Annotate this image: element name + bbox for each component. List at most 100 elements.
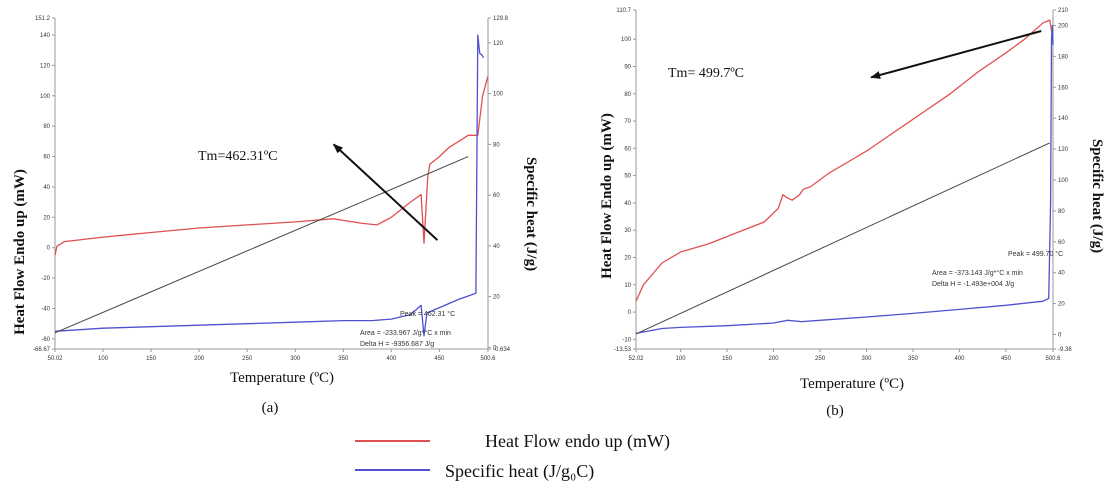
- y-tick-label-left-a: 80: [43, 124, 50, 130]
- y-tick-label-right-a: 20: [493, 295, 500, 301]
- tm-annotation-b: Tm= 499.7ºC: [668, 66, 744, 81]
- legend-label-specific-heat: Specific heat (J/g₀C): [445, 461, 594, 482]
- y-tick-label-left-a: 151.2: [35, 16, 51, 22]
- y-axis-label-right-a: Specific heat (J/g): [523, 157, 539, 271]
- y-tick-label-left-a: 140: [40, 33, 51, 39]
- y-tick-label-left-a: 20: [43, 215, 50, 221]
- y-tick-label-right-a: 129.8: [493, 16, 509, 22]
- y-tick-label-right-a: 60: [493, 193, 500, 199]
- x-axis-label-a: Temperature (ºC): [230, 370, 334, 386]
- y-tick-label-left-a: -60: [41, 337, 50, 343]
- y-tick-label-right-b: 160: [1058, 85, 1069, 91]
- y-tick-label-left-b: -13.53: [614, 347, 632, 353]
- y-tick-label-right-b: 60: [1058, 240, 1065, 246]
- y-tick-label-right-a: 80: [493, 142, 500, 148]
- x-tick-label-b: 350: [908, 356, 919, 362]
- x-tick-label-b: 300: [862, 356, 873, 362]
- y-axis-label-left-b: Heat Flow Endo up (mW): [599, 113, 615, 279]
- x-tick-label-a: 200: [194, 356, 205, 362]
- panel-label-b: (b): [826, 403, 844, 419]
- chart-panel-b: 52.02 100 150 200 250 300 350 400 450 500.6110.71…: [599, 8, 1105, 419]
- y-tick-label-left-b: 30: [624, 228, 631, 234]
- x-tick-label-a: 400: [386, 356, 397, 362]
- chart-panel-a: 50.02 100 150 200 250 300 350 400 450 500.6151.21…: [12, 16, 539, 416]
- y-tick-label-left-a: 40: [43, 185, 50, 191]
- y-tick-label-left-b: 60: [624, 146, 631, 152]
- series-line-baseline-a: [54, 156, 469, 334]
- series-line-heat-flow-b: [635, 19, 1054, 302]
- y-axis-label-left-a: Heat Flow Endo up (mW): [12, 169, 28, 335]
- x-tick-label-b: 450: [1001, 356, 1012, 362]
- x-tick-label-b: 200: [769, 356, 780, 362]
- y-tick-label-right-b: -9.36: [1058, 347, 1072, 353]
- area-text-b: Area = -373.143 J/g*°C x min: [932, 269, 1023, 277]
- y-tick-label-right-b: 20: [1058, 302, 1065, 308]
- tm-arrow-a: [332, 143, 439, 241]
- y-tick-label-left-b: -10: [622, 337, 631, 343]
- delta-text-a: Delta H = -9356.687 J/g: [360, 341, 434, 348]
- series-line-baseline-b: [635, 142, 1050, 335]
- plot-area-b: 52.02 100 150 200 250 300 350 400 450 500.6110.71…: [614, 8, 1072, 362]
- x-tick-label-a: 250: [242, 356, 253, 362]
- y-tick-label-left-a: 100: [40, 94, 51, 100]
- x-tick-label-b: 150: [722, 356, 733, 362]
- y-axis-label-right-b: Specific heat (J/g): [1089, 139, 1105, 253]
- y-tick-label-left-b: 0: [628, 310, 632, 316]
- x-tick-label-b: 500.6: [1045, 356, 1061, 362]
- x-tick-label-a: 100: [98, 356, 109, 362]
- legend-label-heat-flow: Heat Flow endo up (mW): [485, 431, 670, 452]
- plot-area-a: 50.02 100 150 200 250 300 350 400 450 500.6151.21…: [33, 16, 511, 362]
- legend: Heat Flow endo up (mW) Specific heat (J/…: [355, 431, 670, 482]
- x-tick-label-a: 50.02: [47, 356, 63, 362]
- x-tick-label-a: 500.6: [480, 356, 496, 362]
- y-tick-label-left-b: 70: [624, 119, 631, 125]
- y-tick-label-left-b: 100: [621, 37, 632, 43]
- x-tick-label-a: 350: [338, 356, 349, 362]
- y-tick-label-left-b: 40: [624, 201, 631, 207]
- area-text-a: Area = -233.967 J/g*°C x min: [360, 329, 451, 337]
- y-tick-label-right-b: 80: [1058, 209, 1065, 215]
- y-tick-label-left-a: 120: [40, 63, 51, 69]
- x-tick-label-b: 52.02: [628, 356, 644, 362]
- y-tick-label-left-a: -66.67: [33, 347, 51, 353]
- y-tick-label-left-a: -20: [41, 276, 50, 282]
- series-line-specific-heat-a: [54, 34, 485, 337]
- x-tick-label-b: 250: [815, 356, 826, 362]
- tm-annotation-a: Tm=462.31ºC: [198, 149, 278, 164]
- series-line-heat-flow-a: [54, 75, 489, 256]
- y-tick-label-left-b: 80: [624, 92, 631, 98]
- y-tick-label-left-a: 0: [47, 246, 51, 252]
- peak-text-b: Peak = 499.70 °C: [1008, 250, 1063, 258]
- y-tick-label-right-b: 0: [1058, 333, 1062, 339]
- peak-text-a: Peak = 462.31 °C: [400, 310, 455, 318]
- y-tick-label-right-b: 180: [1058, 54, 1069, 60]
- y-tick-label-right-b: 200: [1058, 23, 1069, 29]
- y-tick-label-left-b: 110.7: [616, 8, 631, 14]
- x-tick-label-a: 450: [434, 356, 445, 362]
- y-tick-label-left-b: 10: [624, 283, 631, 289]
- delta-text-b: Delta H = -1.493e+004 J/g: [932, 281, 1014, 288]
- y-tick-label-right-b: 120: [1058, 147, 1069, 153]
- tm-arrow-b: [870, 30, 1042, 79]
- x-tick-label-a: 150: [146, 356, 157, 362]
- y-tick-label-right-b: 210: [1058, 8, 1069, 14]
- y-tick-label-left-b: 20: [624, 256, 631, 262]
- x-axis-label-b: Temperature (ºC): [800, 376, 904, 392]
- y-tick-label-right-a: 100: [493, 92, 504, 98]
- y-tick-label-left-a: -40: [41, 306, 50, 312]
- y-tick-label-right-b: 100: [1058, 178, 1069, 184]
- y-tick-label-left-b: 50: [624, 174, 631, 180]
- y-tick-label-right-a: -0.634: [493, 347, 511, 353]
- y-tick-label-left-b: 90: [624, 64, 631, 70]
- y-tick-label-right-a: 0: [493, 345, 497, 351]
- y-tick-label-right-b: 40: [1058, 271, 1065, 277]
- y-tick-label-right-b: 140: [1058, 116, 1069, 122]
- x-tick-label-a: 300: [290, 356, 301, 362]
- y-tick-label-right-a: 40: [493, 244, 500, 250]
- panel-label-a: (a): [262, 400, 279, 416]
- x-tick-label-b: 100: [676, 356, 687, 362]
- y-tick-label-right-a: 120: [493, 41, 504, 47]
- series-line-specific-heat-b: [635, 24, 1054, 335]
- x-tick-label-b: 400: [954, 356, 965, 362]
